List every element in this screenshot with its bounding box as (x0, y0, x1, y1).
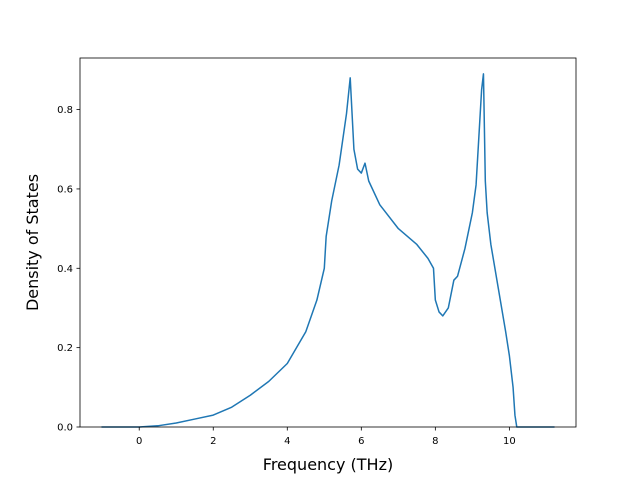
x-tick-label: 8 (432, 436, 438, 447)
x-axis-ticks: 0 2 4 6 8 10 (136, 427, 516, 447)
y-tick-label: 0.4 (57, 264, 73, 275)
x-tick-label: 4 (284, 436, 290, 447)
x-axis-title: Frequency (THz) (263, 455, 393, 474)
y-tick-label: 0.2 (57, 343, 73, 354)
y-axis-ticks: 0.0 0.2 0.4 0.6 0.8 (57, 105, 80, 434)
y-tick-label: 0.0 (57, 423, 73, 434)
y-tick-label: 0.6 (57, 185, 73, 196)
axes-frame (79, 57, 577, 428)
x-tick-label: 0 (136, 436, 142, 447)
y-tick-label: 0.8 (57, 105, 73, 116)
series-line-0 (101, 73, 555, 428)
x-tick-label: 6 (358, 436, 364, 447)
x-tick-label: 2 (210, 436, 216, 447)
y-axis-title: Density of States (23, 174, 42, 311)
plot-area (101, 73, 555, 428)
x-tick-label: 10 (503, 436, 516, 447)
